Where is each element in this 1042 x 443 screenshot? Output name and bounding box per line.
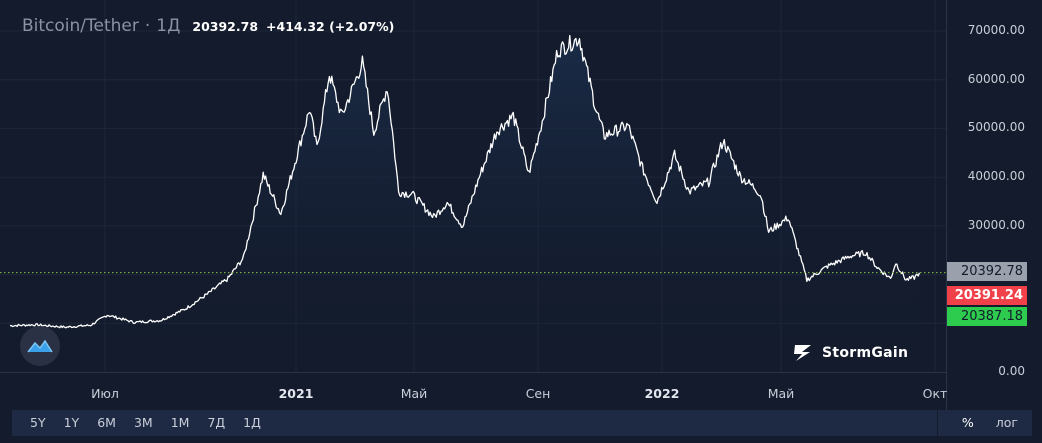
price-tick-label: 60000.00 [967, 71, 1025, 86]
time-tick-label: 2022 [644, 386, 680, 401]
range-button-1d[interactable]: 1Д [243, 415, 261, 430]
range-button-1y[interactable]: 1Y [63, 415, 80, 430]
time-tick-label: Окт [922, 386, 948, 401]
log-scale-toggle[interactable]: лог [995, 415, 1018, 430]
stormgain-logo-icon [794, 345, 811, 361]
price-tick-label: 70000.00 [967, 23, 1025, 37]
bid-price-label: 20387.18 [947, 307, 1027, 326]
brand-watermark: StormGain [792, 343, 908, 363]
brand-name: StormGain [822, 345, 909, 361]
range-button-6m[interactable]: 6M [97, 415, 116, 430]
symbol-name: Bitcoin/Tether [22, 16, 139, 36]
last-price-label: 20392.78 [947, 262, 1027, 281]
price-axis[interactable]: 70000.00 60000.00 50000.00 40000.00 30000.00… [946, 0, 1042, 410]
time-tick-label: Май [400, 386, 428, 401]
time-axis[interactable]: Июл 2021 Май Сен 2022 Май Окт [0, 372, 948, 411]
price-chart[interactable] [0, 0, 946, 372]
price-tick-label: 30000.00 [967, 217, 1025, 232]
percent-scale-toggle[interactable]: % [961, 415, 974, 430]
range-button-3m[interactable]: 3M [133, 415, 153, 430]
price-tick-label: 40000.00 [967, 169, 1025, 184]
range-button-5y[interactable]: 5Y [30, 415, 46, 430]
price-area-fill [10, 35, 920, 372]
time-tick-label: Сен [525, 386, 551, 401]
time-tick-label: Май [767, 386, 795, 401]
time-tick-label: 2021 [278, 386, 314, 401]
tradingview-logo-icon[interactable] [20, 326, 60, 366]
chart-legend: Bitcoin/Tether · 1Д 20392.78 +414.32 (+2… [22, 16, 394, 36]
range-toolbar: 5Y 1Y 6M 3M 1M 7Д 1Д % лог [12, 410, 1032, 436]
price-tick-label: 0.00 [998, 364, 1025, 378]
time-tick-label: Июл [91, 386, 119, 401]
ask-price-label: 20391.24 [947, 286, 1027, 305]
price-change: +414.32 (+2.07%) [266, 19, 395, 34]
price-line [9, 34, 921, 329]
price-tick-label: 50000.00 [967, 120, 1025, 135]
range-button-1m[interactable]: 1M [170, 415, 190, 430]
toolbar-divider [936, 410, 938, 436]
legend-separator: · [144, 16, 151, 36]
last-price: 20392.78 [192, 19, 259, 34]
chart-plot-area[interactable]: Bitcoin/Tether · 1Д 20392.78 +414.32 (+2… [0, 0, 946, 372]
range-button-7d[interactable]: 7Д [207, 415, 226, 430]
timeframe-label[interactable]: 1Д [156, 16, 181, 36]
